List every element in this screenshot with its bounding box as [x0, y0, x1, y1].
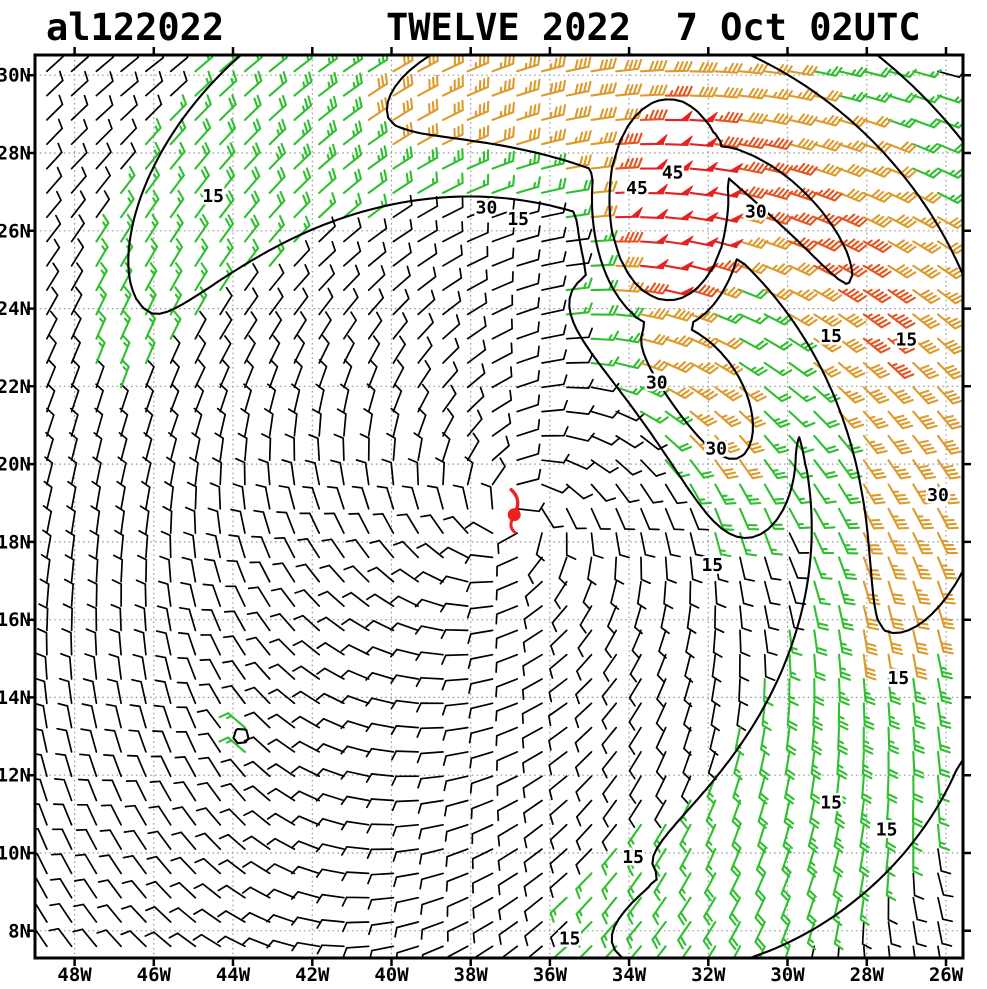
axis-ticks — [27, 47, 971, 966]
lat-tick-label: 26N — [0, 220, 31, 242]
chart-title: TWELVE 2022 7 Oct 02UTC — [386, 6, 921, 49]
lat-tick-label: 28N — [0, 143, 31, 165]
lon-tick-label: 38W — [454, 964, 489, 986]
contour-label: 30 — [705, 439, 727, 460]
isotach-contour-layer — [127, 55, 963, 958]
contour-labels-layer: 15 30 15 45 45 30 15 15 30 30 30 15 15 15 15 15 15 — [200, 160, 951, 952]
contour-label: 15 — [202, 186, 224, 207]
lat-tick-label: 12N — [0, 765, 31, 787]
contour-label: 30 — [476, 197, 498, 218]
lat-tick-label: 14N — [0, 687, 31, 709]
contour-label: 15 — [701, 555, 723, 576]
wind-barbs-layer — [35, 55, 963, 958]
contour-label: 30 — [745, 201, 767, 222]
lon-tick-label: 36W — [533, 964, 568, 986]
lon-tick-label: 32W — [691, 964, 726, 986]
lon-tick-label: 40W — [374, 964, 409, 986]
contour-label: 15 — [622, 847, 644, 868]
contour-label: 30 — [646, 372, 668, 393]
lon-tick-label: 28W — [850, 964, 885, 986]
lon-tick-label: 42W — [295, 964, 330, 986]
lon-tick-label: 30W — [770, 964, 805, 986]
plot-border — [33, 53, 965, 960]
contour-label: 30 — [927, 485, 949, 506]
contour-label: 15 — [876, 820, 898, 841]
lat-tick-label: 18N — [0, 531, 31, 553]
storm-id-title: al122022 — [46, 6, 225, 49]
storm-center-symbol — [507, 488, 521, 535]
lon-tick-label: 48W — [57, 964, 92, 986]
lat-tick-label: 16N — [0, 609, 31, 631]
contour-label: 15 — [507, 209, 529, 230]
lat-tick-label: 22N — [0, 376, 31, 398]
lat-tick-label: 24N — [0, 298, 31, 320]
plot-area: 15 30 15 45 45 30 15 15 30 30 30 15 15 15 15 15 15 — [35, 55, 963, 958]
grid-layer — [35, 55, 963, 958]
lon-axis-labels: 48W 46W 44W 42W 40W 38W 36W 34W 32W 30W 28W 26W — [57, 964, 963, 986]
lon-tick-label: 26W — [929, 964, 964, 986]
contour-label: 15 — [820, 792, 842, 813]
lat-axis-labels: 30N 28N 26N 24N 22N 20N 18N 16N 14N 12N 10N 8N — [0, 65, 31, 943]
contour-label: 15 — [559, 929, 581, 950]
contour-label: 15 — [820, 326, 842, 347]
lon-tick-label: 46W — [137, 964, 172, 986]
lon-tick-label: 44W — [216, 964, 251, 986]
lat-tick-label: 20N — [0, 454, 31, 476]
lon-tick-label: 34W — [612, 964, 647, 986]
contour-label: 45 — [626, 178, 648, 199]
lat-tick-label: 30N — [0, 65, 31, 87]
contour-label: 15 — [896, 330, 918, 351]
contour-label: 15 — [888, 668, 910, 689]
lat-tick-label: 10N — [0, 843, 31, 865]
contour-label: 45 — [662, 162, 684, 183]
lat-tick-label: 8N — [8, 920, 31, 942]
